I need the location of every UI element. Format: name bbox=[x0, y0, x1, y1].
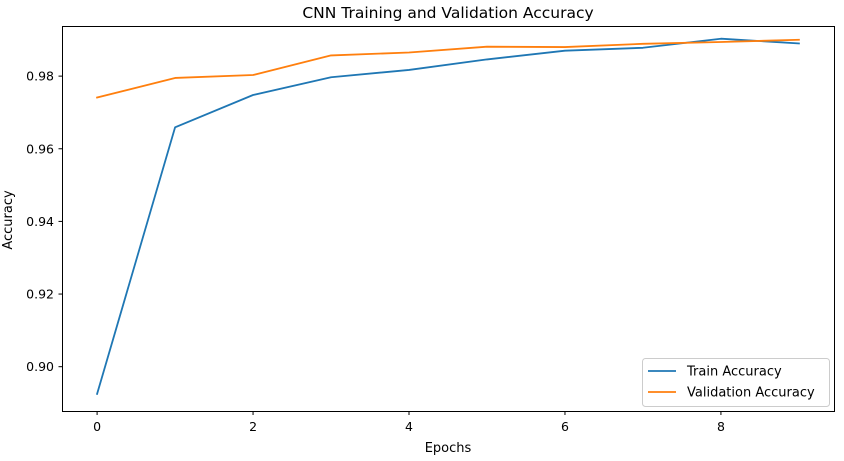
chart-title: CNN Training and Validation Accuracy bbox=[302, 4, 593, 22]
y-tick-label: 0.96 bbox=[26, 141, 54, 156]
y-tick-label: 0.94 bbox=[26, 214, 54, 229]
plot-area bbox=[95, 37, 800, 396]
y-axis: 0.90 0.92 0.94 0.96 0.98 bbox=[26, 69, 63, 374]
x-tick-label: 0 bbox=[93, 419, 101, 434]
legend: Train Accuracy Validation Accuracy bbox=[642, 358, 830, 407]
x-axis-label: Epochs bbox=[425, 441, 472, 456]
x-tick-label: 4 bbox=[405, 419, 413, 434]
y-axis-label: Accuracy bbox=[1, 190, 16, 250]
legend-label: Validation Accuracy bbox=[687, 386, 815, 401]
x-tick-label: 8 bbox=[717, 419, 725, 434]
x-axis: 0 2 4 6 8 bbox=[93, 411, 725, 434]
legend-box bbox=[642, 358, 830, 407]
y-tick-label: 0.98 bbox=[26, 69, 54, 84]
y-tick-label: 0.90 bbox=[26, 359, 54, 374]
x-tick-label: 6 bbox=[561, 419, 569, 434]
series-line-validation bbox=[95, 38, 800, 99]
x-tick-label: 2 bbox=[249, 419, 257, 434]
plot-frame bbox=[62, 26, 835, 412]
series-line-train bbox=[95, 37, 800, 396]
y-tick-label: 0.92 bbox=[26, 287, 54, 302]
legend-label: Train Accuracy bbox=[686, 365, 782, 380]
